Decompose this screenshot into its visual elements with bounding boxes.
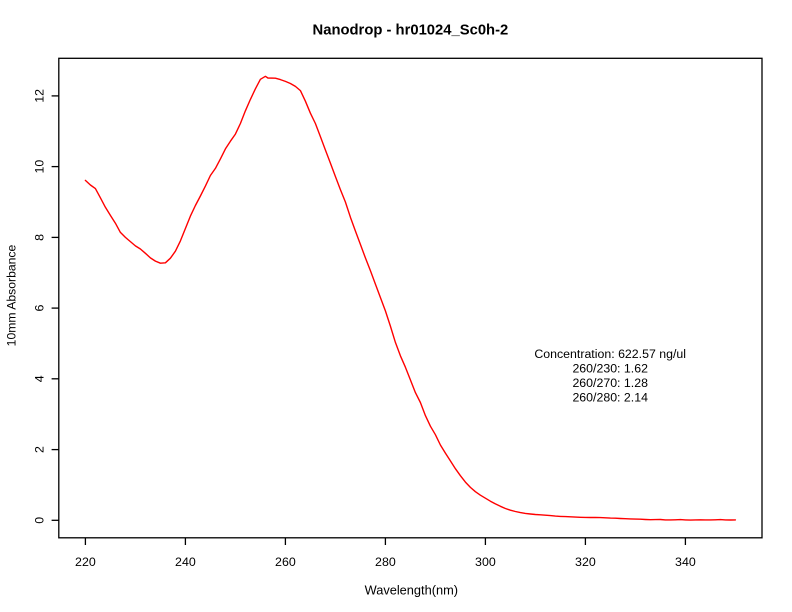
- svg-text:260/280: 2.14: 260/280: 2.14: [572, 391, 648, 405]
- svg-text:340: 340: [675, 555, 696, 569]
- svg-text:6: 6: [32, 305, 46, 312]
- svg-text:12: 12: [32, 89, 46, 103]
- svg-text:260/230: 1.62: 260/230: 1.62: [572, 362, 648, 376]
- svg-text:260/270: 1.28: 260/270: 1.28: [572, 376, 648, 390]
- svg-text:220: 220: [75, 555, 96, 569]
- svg-text:240: 240: [175, 555, 196, 569]
- svg-text:300: 300: [475, 555, 496, 569]
- svg-text:10mm Absorbance: 10mm Absorbance: [5, 244, 19, 346]
- svg-text:320: 320: [575, 555, 596, 569]
- svg-text:Nanodrop - hr01024_Sc0h-2: Nanodrop - hr01024_Sc0h-2: [313, 22, 509, 38]
- svg-text:260: 260: [275, 555, 296, 569]
- svg-text:Wavelength(nm): Wavelength(nm): [365, 583, 458, 598]
- svg-text:2: 2: [32, 446, 46, 453]
- svg-text:0: 0: [32, 517, 46, 524]
- svg-text:Concentration: 622.57 ng/ul: Concentration: 622.57 ng/ul: [534, 347, 686, 361]
- svg-text:4: 4: [32, 375, 46, 382]
- svg-text:10: 10: [32, 160, 46, 174]
- svg-text:8: 8: [32, 234, 46, 241]
- svg-text:280: 280: [375, 555, 396, 569]
